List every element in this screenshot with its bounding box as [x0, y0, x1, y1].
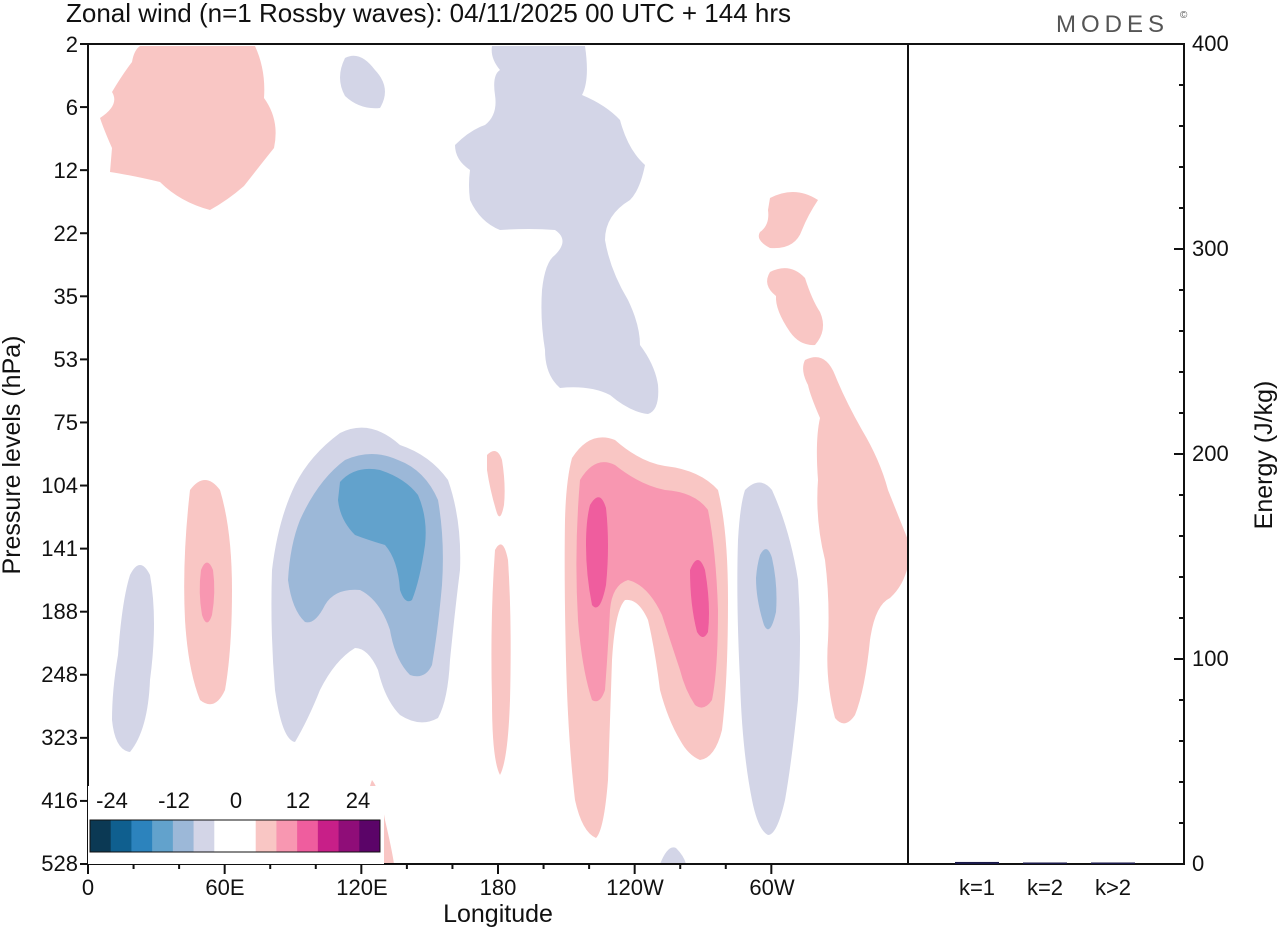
y-tick-label: 53 [54, 347, 78, 372]
y-axis-labels: 2 6 12 22 35 53 75 104 141 188 248 323 4… [41, 32, 78, 876]
x-axis-title: Longitude [443, 900, 553, 928]
y-tick-label: 75 [54, 410, 78, 435]
colorbar-cell [235, 820, 257, 852]
contour-pos-180-upper [487, 451, 505, 517]
energy-axis-ticks [1174, 43, 1184, 865]
colorbar-cell [172, 820, 195, 852]
energy-tick-label: 0 [1192, 851, 1204, 876]
colorbar-cell [359, 820, 381, 852]
energy-category-label: k=1 [959, 875, 995, 900]
colorbar-cell [90, 820, 112, 852]
contour-neg-upper-large [455, 46, 659, 414]
contour-pos-120w-mid [576, 462, 718, 708]
x-tick-label: 120W [606, 875, 664, 900]
y-tick-label: 416 [41, 788, 78, 813]
colorbar-label: 12 [286, 788, 310, 813]
brand-logo: MODES [1056, 11, 1169, 38]
energy-category-label: k>2 [1095, 875, 1131, 900]
energy-bar [1091, 862, 1135, 864]
contour-pos-60e-core [199, 562, 215, 623]
contour-pos-120w-core-1 [586, 497, 608, 608]
y-tick-label: 248 [41, 662, 78, 687]
colorbar-cell [297, 820, 319, 852]
contour-pos-upper-right-1 [758, 191, 818, 249]
contour-neg-60w [737, 482, 800, 835]
brand-mark: © [1180, 10, 1188, 21]
contour-field [100, 46, 908, 864]
colorbar-cell [131, 820, 153, 852]
contour-neg-bottom-stub [660, 847, 686, 864]
energy-tick-label: 400 [1192, 31, 1229, 56]
colorbar-cell [193, 820, 215, 852]
y-tick-label: 2 [66, 32, 78, 57]
y-tick-label: 104 [41, 473, 78, 498]
y-tick-label: 35 [54, 284, 78, 309]
x-tick-label: 60W [749, 875, 794, 900]
colorbar: -24 -12 0 12 24 [88, 786, 384, 864]
x-tick-label: 180 [480, 875, 517, 900]
contour-neg-upper-small [340, 55, 385, 109]
colorbar-cell [338, 820, 360, 852]
colorbar-label: 0 [230, 788, 242, 813]
y-axis-title: Pressure levels (hPa) [0, 336, 26, 575]
colorbar-label: 24 [346, 788, 370, 813]
colorbar-cells [90, 820, 381, 852]
colorbar-cell [152, 820, 174, 852]
chart-title: Zonal wind (n=1 Rossby waves): 04/11/202… [66, 0, 791, 28]
x-axis-ticks [87, 864, 773, 874]
colorbar-cell [214, 820, 236, 852]
contour-pos-right-tongue [803, 357, 908, 724]
colorbar-cell [276, 820, 298, 852]
y-tick-label: 12 [54, 158, 78, 183]
energy-tick-label: 100 [1192, 646, 1229, 671]
contour-neg-120e-core [338, 468, 426, 602]
energy-axis-title: Energy (J/kg) [1250, 381, 1278, 530]
contour-neg-60w-core [756, 549, 777, 630]
colorbar-cell [317, 820, 340, 852]
contour-pos-120w-core-2 [690, 560, 709, 637]
x-tick-label: 0 [82, 875, 94, 900]
y-tick-label: 323 [41, 725, 78, 750]
y-tick-label: 6 [66, 95, 78, 120]
energy-bars [955, 861, 1135, 864]
colorbar-label: -24 [96, 788, 128, 813]
colorbar-cell [110, 820, 132, 852]
y-tick-label: 528 [41, 851, 78, 876]
contour-pos-180-lower [491, 544, 511, 775]
x-axis-labels: 0 60E 120E 180 120W 60W [82, 875, 795, 900]
energy-tick-label: 300 [1192, 236, 1229, 261]
contour-neg-left [112, 565, 154, 752]
energy-bar [955, 861, 999, 864]
y-axis-ticks [80, 43, 88, 865]
y-tick-label: 22 [54, 221, 78, 246]
energy-category-label: k=2 [1027, 875, 1063, 900]
contour-pos-upper-right-2 [767, 268, 824, 346]
energy-tick-label: 200 [1192, 441, 1229, 466]
y-tick-label: 141 [41, 536, 78, 561]
y-tick-label: 188 [41, 599, 78, 624]
contour-pos-upper-left [100, 46, 276, 210]
energy-category-labels: k=1 k=2 k>2 [959, 875, 1131, 900]
x-tick-label: 60E [205, 875, 244, 900]
energy-bar [1023, 862, 1067, 864]
energy-axis-labels: 0 100 200 300 400 [1192, 31, 1229, 876]
colorbar-frame [89, 819, 381, 853]
colorbar-cell [255, 820, 277, 852]
colorbar-label: -12 [158, 788, 190, 813]
x-tick-label: 120E [336, 875, 387, 900]
